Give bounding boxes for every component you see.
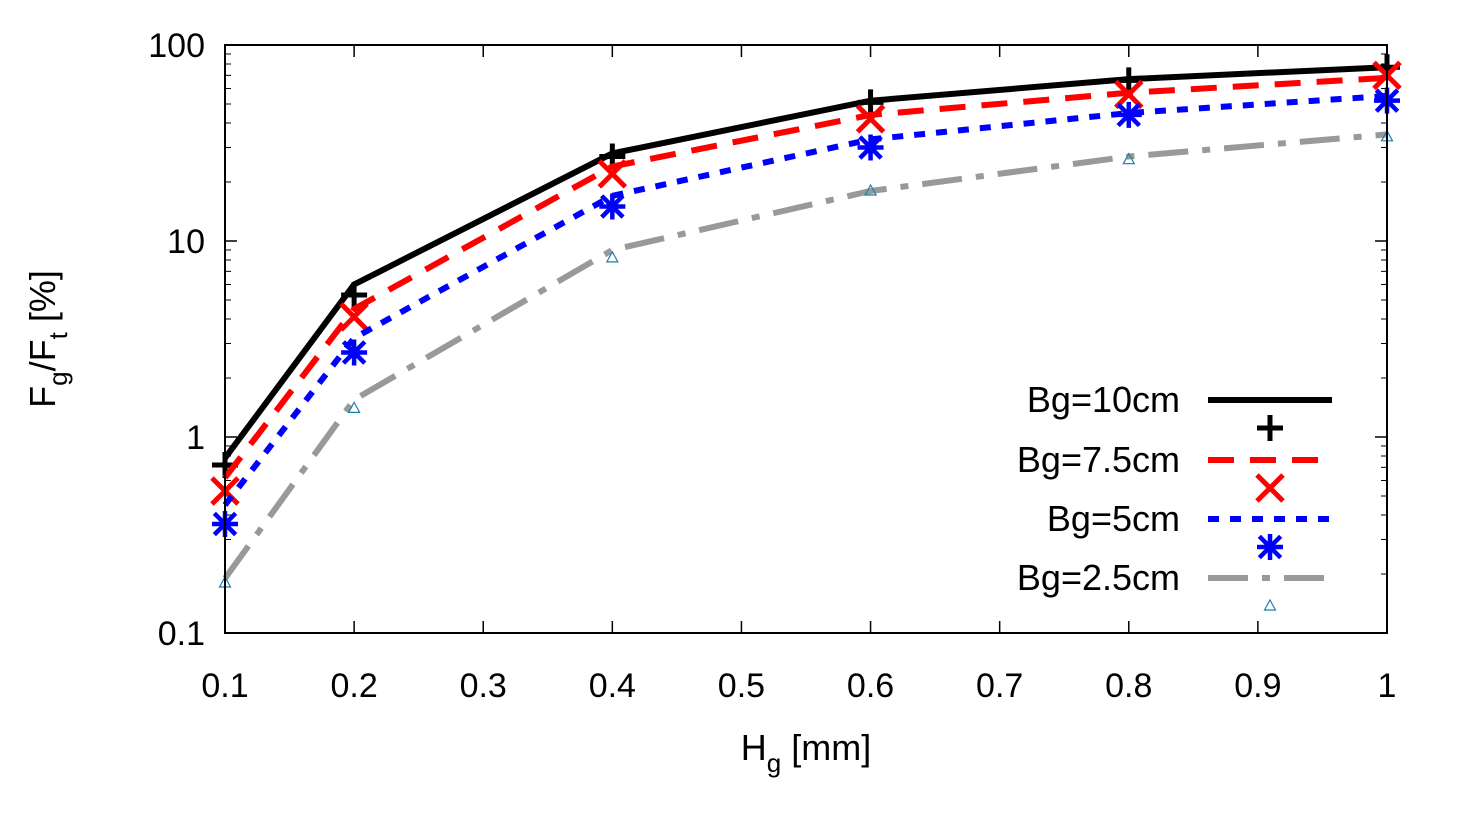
axes: 0.1 0.2 0.3 0.4 0.5 0.6 0.7 0.8 0.9 1 0.1 1 10 100 [148, 27, 1396, 705]
x-tick-label: 1 [1378, 667, 1397, 705]
data-point-3-4 [1122, 152, 1136, 165]
y-tick-label: 100 [148, 27, 205, 65]
data-point-1-2 [597, 159, 628, 189]
y-axis-label: Fg/Ft [%] [22, 270, 73, 408]
data-point-0-1 [341, 282, 368, 309]
x-axis-label: Hg [mm] [741, 727, 871, 778]
legend-marker-3 [1263, 598, 1277, 611]
data-point-0-4 [1115, 67, 1142, 94]
x-tick-label: 0.4 [589, 667, 636, 705]
x-tick-label: 0.5 [718, 667, 765, 705]
x-tick-label: 0.8 [1105, 667, 1152, 705]
legend-marker-1 [1255, 473, 1285, 503]
data-point-3-1 [347, 401, 361, 413]
data-point-1-4 [1114, 79, 1144, 110]
x-tick-label: 0.3 [460, 667, 507, 705]
data-point-3-2 [605, 250, 619, 263]
legend-label-3: Bg=2.5cm [1017, 557, 1180, 598]
plot-frame [224, 44, 1388, 634]
legend-label-2: Bg=5cm [1047, 498, 1180, 539]
x-tick-label: 0.6 [847, 667, 894, 705]
y-tick-label: 10 [167, 223, 205, 261]
data-point-2-2 [599, 193, 626, 220]
data-point-1-1 [339, 302, 369, 332]
x-tick-label: 0.1 [201, 667, 248, 705]
y-tick-label: 0.1 [158, 615, 205, 653]
data-point-3-3 [864, 183, 878, 196]
legend-label-0: Bg=10cm [1027, 379, 1180, 420]
series-line-2 [222, 92, 1388, 507]
series-layer [210, 54, 1402, 588]
series-line-0 [222, 64, 1388, 460]
legend-label-1: Bg=7.5cm [1017, 439, 1180, 480]
y-tick-label: 1 [186, 419, 205, 457]
x-tick-label: 0.2 [330, 667, 377, 705]
legend-marker-2 [1257, 534, 1283, 560]
series-line-1 [222, 74, 1388, 480]
data-point-2-1 [341, 339, 368, 366]
x-tick-label: 0.7 [976, 667, 1023, 705]
legend-marker-0 [1257, 415, 1283, 441]
legend: Bg=10cm Bg=7.5cm Bg=5cm Bg=2.5cm [1017, 379, 1332, 611]
series-line-3 [222, 131, 1388, 581]
x-tick-label: 0.9 [1234, 667, 1281, 705]
data-point-2-3 [857, 134, 884, 161]
data-point-2-4 [1115, 101, 1142, 128]
data-point-1-3 [855, 104, 886, 134]
data-point-0-3 [857, 89, 884, 116]
